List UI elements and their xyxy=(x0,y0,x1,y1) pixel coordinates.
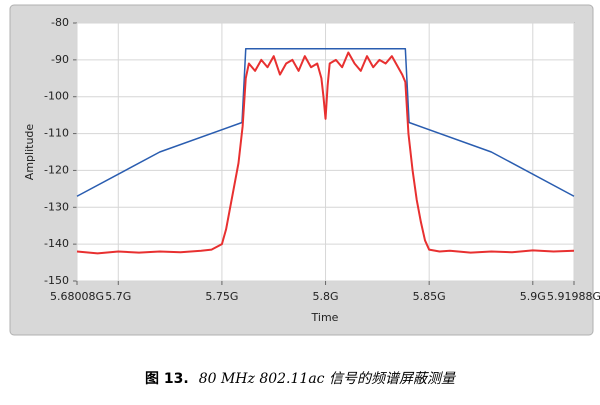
x-axis-label: Time xyxy=(311,311,339,324)
y-tick-label: -140 xyxy=(44,237,69,250)
marks xyxy=(76,48,575,255)
chart: Time Amplitude -80 -90 -100 -110 -120 -130 -14… xyxy=(9,4,600,336)
y-tick-label: -80 xyxy=(51,16,69,29)
caption-text: 80 MHz 802.11ac 信号的频谱屏蔽测量 xyxy=(198,371,455,387)
x-tick-label: 5.91988G xyxy=(547,290,600,303)
x-tick-label: 5.8G xyxy=(313,290,339,303)
x-tick-label: 5.75G xyxy=(205,290,238,303)
series-line xyxy=(76,48,575,197)
series-line xyxy=(76,51,575,255)
y-tick-label: -110 xyxy=(44,127,69,140)
grid xyxy=(73,22,575,285)
y-tick-label: -130 xyxy=(44,200,69,213)
caption: 图 13. 80 MHz 802.11ac 信号的频谱屏蔽测量 xyxy=(0,368,600,388)
x-tick-label: 5.68008G xyxy=(50,290,104,303)
y-tick-label: -120 xyxy=(44,163,69,176)
y-tick-label: -100 xyxy=(44,90,69,103)
x-tick-label: 5.7G xyxy=(105,290,131,303)
x-tick-label: 5.85G xyxy=(413,290,446,303)
x-tick-label: 5.9G xyxy=(520,290,546,303)
caption-label: 图 13. xyxy=(145,371,189,387)
y-axis-label: Amplitude xyxy=(23,124,36,181)
y-tick-label: -90 xyxy=(51,53,69,66)
y-tick-label: -150 xyxy=(44,274,69,287)
